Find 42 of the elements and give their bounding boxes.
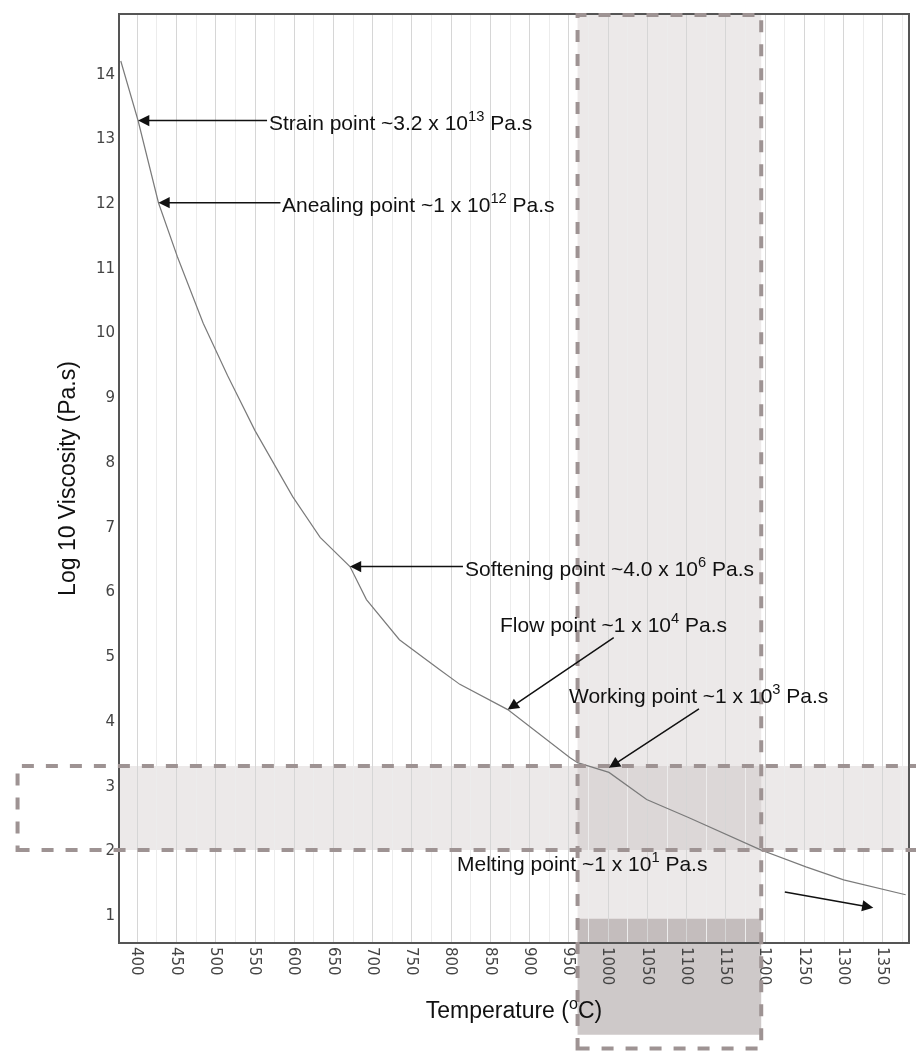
y-axis-title: Log 10 Viscosity (Pa.s) [53, 361, 80, 596]
annotation: Flow point ~1 x 10$^{4}$ Pa.s [500, 610, 728, 636]
annotation: Softening point ~4.0 x 10$^{6}$ Pa.s [465, 554, 754, 580]
y-tick-label: 7 [105, 517, 115, 536]
x-tick-label: 600 [285, 947, 304, 976]
x-tick-label: 450 [167, 947, 186, 976]
y-tick-label: 8 [105, 452, 115, 471]
x-tick-label: 700 [363, 947, 382, 976]
x-tick-label: 750 [403, 947, 422, 976]
y-tick-label: 5 [105, 647, 115, 666]
y-tick-label: 12 [95, 193, 115, 212]
x-tick-label: 500 [206, 947, 225, 976]
y-tick-label: 13 [95, 129, 115, 148]
y-tick-label: 4 [105, 711, 115, 730]
y-tick-label: 14 [95, 64, 115, 83]
x-tick-label: 1000 [599, 947, 618, 986]
x-tick-label: 650 [324, 947, 343, 976]
x-tick-label: 400 [128, 947, 147, 976]
y-tick-label: 11 [95, 258, 115, 277]
x-tick-label: 1150 [717, 947, 736, 986]
x-tick-label: 900 [520, 947, 539, 976]
x-tick-label: 1350 [874, 947, 893, 986]
y-tick-label: 1 [105, 906, 115, 925]
annotation: Anealing point ~1 x 10$^{12}$ Pa.s [282, 190, 555, 216]
x-tick-label: 1050 [638, 947, 657, 986]
x-tick-label: 800 [442, 947, 461, 976]
y-tick-label: 2 [105, 841, 115, 860]
y-tick-label: 3 [105, 776, 115, 795]
x-axis-title: Temperature ($^{o}$C) [425, 993, 603, 1024]
annotation: Working point ~1 x 10$^{3}$ Pa.s [569, 681, 829, 707]
annotation: Strain point ~3.2 x 10$^{13}$ Pa.s [269, 108, 533, 134]
y-tick-label: 10 [95, 323, 115, 342]
annotation: Melting point ~1 x 10$^{1}$ Pa.s [457, 849, 708, 875]
x-tick-label: 550 [246, 947, 265, 976]
x-tick-label: 1100 [677, 947, 696, 986]
y-tick-label: 6 [105, 582, 115, 601]
y-tick-label: 9 [105, 388, 115, 407]
x-tick-label: 850 [481, 947, 500, 976]
line-series [120, 60, 907, 896]
x-tick-label: 1250 [795, 947, 814, 986]
x-tick-label: 1300 [834, 947, 853, 986]
x-tick-label: 950 [560, 947, 579, 976]
